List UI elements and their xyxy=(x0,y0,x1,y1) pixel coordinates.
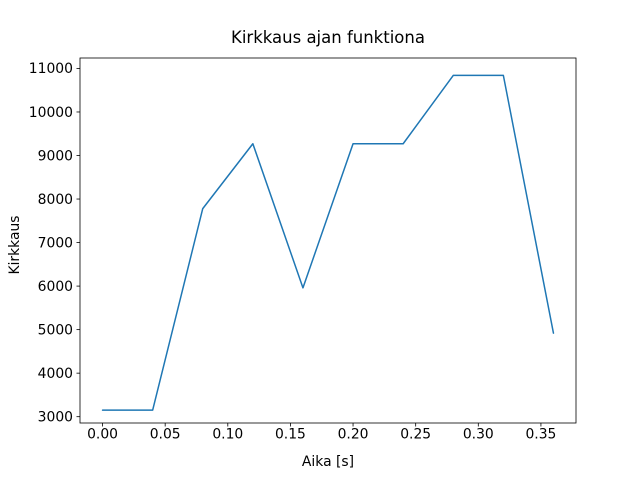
y-axis-label: Kirkkaus xyxy=(7,215,23,275)
y-tick-label: 8000 xyxy=(38,192,73,208)
x-tick-label: 0.15 xyxy=(275,427,306,443)
x-tick-label: 0.30 xyxy=(463,427,494,443)
chart-title: Kirkkaus ajan funktiona xyxy=(231,28,425,47)
y-tick-label: 4000 xyxy=(38,366,73,382)
x-axis-label: Aika [s] xyxy=(301,454,355,470)
y-tick-label: 3000 xyxy=(38,409,73,425)
y-tick-label: 5000 xyxy=(38,322,73,338)
y-tick-label: 11000 xyxy=(29,61,73,77)
x-tick-label: 0.00 xyxy=(87,427,118,443)
y-tick-label: 9000 xyxy=(38,148,73,164)
y-tick-label: 6000 xyxy=(38,279,73,295)
x-tick-label: 0.05 xyxy=(150,427,181,443)
x-tick-label: 0.20 xyxy=(338,427,369,443)
x-tick-label: 0.10 xyxy=(212,427,243,443)
x-tick-label: 0.35 xyxy=(525,427,556,443)
axes-frame xyxy=(79,57,577,424)
y-tick-label: 7000 xyxy=(38,235,73,251)
y-tick-label: 10000 xyxy=(29,105,73,121)
x-tick-label: 0.25 xyxy=(400,427,431,443)
data-line xyxy=(101,74,555,411)
